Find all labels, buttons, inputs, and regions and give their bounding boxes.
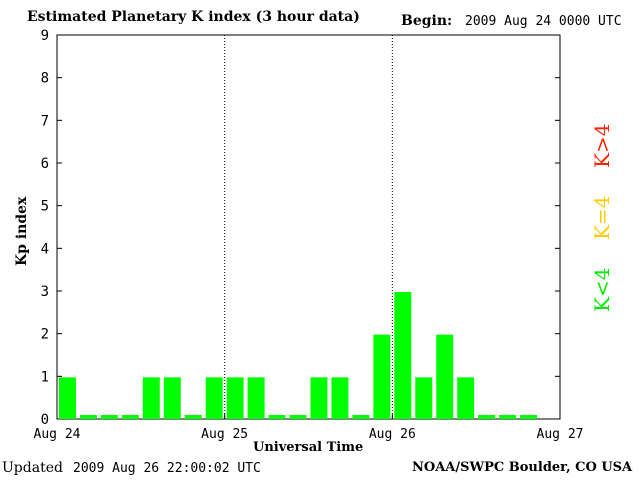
kp-bar [415,377,433,419]
kp-bar [394,292,412,419]
x-tick-label: Aug 27 [537,427,584,442]
chart-title: Estimated Planetary K index (3 hour data… [27,9,360,25]
plot-frame [56,34,561,420]
kp-bar [247,377,265,419]
y-tick-label: 9 [41,28,49,44]
kp-bar [478,415,496,419]
begin-value: 2009 Aug 24 0000 UTC [465,14,622,29]
legend-k-equal-4: K=4 [590,195,614,240]
y-tick-label: 6 [41,156,49,172]
kp-bar [331,377,349,419]
kp-bar [268,415,286,419]
legend-k-greater-4: K>4 [590,123,614,168]
updated-label: Updated [2,460,63,476]
begin-label: Begin: [401,13,453,29]
y-tick-label: 4 [41,241,49,257]
kp-bar [352,415,370,419]
kp-bar [520,415,538,419]
kp-bar [205,377,223,419]
x-axis-label: Universal Time [253,440,364,455]
kp-bar [310,377,328,419]
kp-bar [373,334,391,419]
kp-bar [499,415,517,419]
y-tick-label: 0 [41,412,49,428]
kp-bar [142,377,160,419]
y-tick-label: 2 [41,327,49,343]
y-axis-label: Kp index [14,196,30,266]
legend-k-less-4: K<4 [590,267,614,312]
kp-bar [100,415,118,419]
y-tick-label: 7 [41,113,49,129]
y-tick-label: 3 [41,284,49,300]
credit-label: NOAA/SWPC Boulder, CO USA [412,460,633,475]
kp-bar [121,415,139,419]
kp-bar [436,334,454,419]
kp-bar [226,377,244,419]
y-tick-label: 1 [41,369,49,385]
kp-bar [457,377,475,419]
kp-bar [184,415,202,419]
kp-bar [79,415,97,419]
y-tick-label: 8 [41,71,49,87]
x-tick-label: Aug 24 [34,427,81,442]
x-tick-label: Aug 26 [369,427,416,442]
y-tick-label: 5 [41,199,49,215]
kp-bar [289,415,307,419]
x-tick-label: Aug 25 [201,427,248,442]
kp-bar [163,377,181,419]
kp-bar [59,377,76,419]
updated-value: 2009 Aug 26 22:00:02 UTC [73,461,261,476]
